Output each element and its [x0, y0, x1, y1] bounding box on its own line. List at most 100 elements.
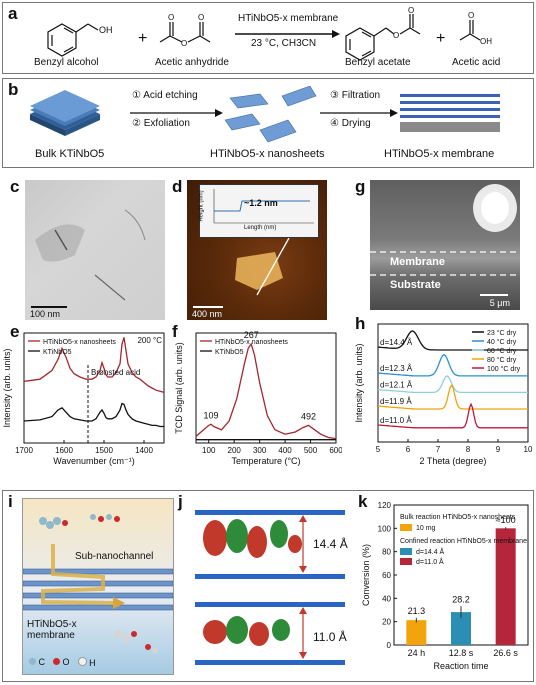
benzyl-alcohol-structure: OH: [47, 23, 113, 57]
membrane-label-i: HTiNbO5-x membrane: [27, 619, 77, 641]
panel-letter-k: k: [358, 492, 368, 511]
legend-bulk-label: 10 mg: [416, 525, 436, 532]
sem-substrate-label: Substrate: [390, 279, 441, 291]
y-axis-label: Intensity (arb. units): [354, 343, 364, 422]
benzyl-acetate-structure: O O: [345, 6, 421, 61]
bulk-crystal-stack: [30, 90, 100, 136]
y-tick-label: 20: [382, 618, 391, 627]
x-tick-label: 600: [329, 446, 342, 455]
orbital-top: [203, 519, 302, 558]
svg-text:O: O: [408, 6, 414, 15]
x-tick-label: 12.8 s: [449, 648, 474, 658]
peak-label-0: 109: [204, 410, 219, 420]
x-axis-label: Wavenumber (cm⁻¹): [53, 456, 134, 466]
d-label-1: d=12.3 Å: [380, 364, 413, 373]
product-2-label: Acetic acid: [452, 57, 501, 68]
x-tick-label: 400: [278, 446, 292, 455]
bar-0: [406, 620, 427, 645]
y-axis-label: TCD Signal (arb. units): [174, 342, 184, 434]
nanosheets-label: HTiNbO5-x nanosheets: [210, 148, 325, 160]
panel-letter-e: e: [10, 322, 20, 341]
channel-label: Sub-nanochannel: [75, 551, 154, 562]
x-tick-label: 1600: [55, 446, 73, 455]
svg-text:O: O: [468, 11, 474, 20]
panel-letter-h: h: [355, 314, 366, 333]
nanosheet-flakes: [224, 86, 317, 143]
atom-legend: C O H: [29, 657, 96, 668]
panel-letter-g: g: [355, 177, 366, 196]
channel-schematic: Sub-nanochannel HTiNbO5-x membrane C O H: [22, 498, 174, 675]
series-line-1: [23, 402, 164, 428]
svg-text:O: O: [181, 39, 187, 48]
xrd-chart: 5 6 7 8 9 10 2 Theta (degree) Intensity (arb. u…: [354, 323, 533, 466]
legend-label-0: 23 °C dry: [487, 329, 517, 337]
acetic-acid-structure: O OH: [459, 11, 492, 46]
x-tick-label: 8: [466, 445, 471, 454]
legend-confined-label-0: d=14.4 Å: [416, 547, 445, 556]
legend-hydrogen: H: [77, 657, 96, 668]
series-line-0: [23, 337, 165, 394]
bar-value-label-2: ≈100: [496, 515, 516, 525]
afm-flake: [235, 237, 290, 296]
svg-text:O: O: [168, 13, 174, 22]
bar-value-label-1: 28.2: [452, 594, 470, 604]
tem-image: 100 nm: [25, 180, 165, 320]
x-tick-label: 24 h: [408, 648, 426, 658]
afm-height-inset: ~1.2 nm Length (nm) Height (nm): [199, 184, 319, 238]
membrane-sheets: [23, 568, 173, 611]
panel-a-frame: [2, 2, 534, 74]
synthesis-scheme: [30, 86, 500, 143]
spacing-label-11: 11.0 Å: [313, 630, 347, 644]
series-line-4: [377, 402, 528, 429]
svg-text:O: O: [198, 13, 204, 22]
plus-sign-2: +: [436, 30, 446, 47]
legend-label-2: 60 °C dry: [487, 347, 517, 355]
x-tick-label: 100: [202, 446, 216, 455]
orbital-bottom: [203, 616, 290, 646]
y-tick-label: 120: [378, 501, 392, 510]
legend-label-0: HTiNbO5-x nanosheets: [215, 339, 288, 346]
x-axis-label: Reaction time: [433, 661, 488, 671]
orbital-confinement-drawing: [195, 510, 345, 665]
tem-scale-bar: [31, 306, 67, 308]
y-axis-label: Intensity (arb. units): [2, 348, 12, 427]
y-axis-label: Conversion (%): [361, 544, 371, 606]
sem-image: Membrane Substrate 5 μm: [370, 180, 520, 310]
bar-2: [495, 528, 516, 645]
molecules-top: [39, 514, 120, 529]
y-tick-label: 80: [382, 548, 391, 557]
peak-label-2: 492: [301, 411, 316, 421]
series-line-1: [377, 353, 528, 377]
x-tick-label: 26.6 s: [493, 648, 518, 658]
y-tick-label: 0: [387, 641, 392, 650]
series-line-2: [377, 375, 528, 394]
panel-letter-b: b: [8, 80, 19, 99]
x-tick-label: 5: [376, 445, 381, 454]
panel-letter-f: f: [172, 322, 178, 341]
x-axis-label: Temperature (°C): [231, 456, 300, 466]
x-tick-label: 1500: [95, 446, 113, 455]
spacing-label-14: 14.4 Å: [313, 537, 348, 551]
step-exfoliation: ② Exfoliation: [132, 118, 190, 129]
svg-text:OH: OH: [480, 37, 492, 46]
x-tick-label: 300: [253, 446, 267, 455]
step-acid-etching: ① Acid etching: [132, 90, 198, 101]
membrane-layers: [400, 94, 500, 132]
y-tick-label: 40: [382, 594, 391, 603]
tem-scale-label: 100 nm: [30, 309, 61, 319]
x-tick-label: 6: [406, 445, 411, 454]
legend-bulk-title: Bulk reaction HTiNbO5-x nanosheets: [400, 514, 516, 521]
bottom-row-frame: [2, 490, 534, 682]
x-tick-label: 200: [228, 446, 242, 455]
afm-inset-xlabel: Length (nm): [244, 225, 277, 231]
bulk-label: Bulk KTiNbO5: [35, 148, 105, 160]
step-arrows: [130, 109, 398, 117]
panel-letter-a: a: [8, 4, 18, 23]
x-axis-label: 2 Theta (degree): [420, 456, 487, 466]
product-1-label: Benzyl acetate: [345, 57, 411, 68]
step-drying: ④ Drying: [330, 118, 371, 129]
peak-label-1: 267: [244, 330, 259, 340]
d-label-3: d=11.9 Å: [380, 397, 412, 406]
afm-inset-ylabel: Height (nm): [198, 190, 205, 222]
